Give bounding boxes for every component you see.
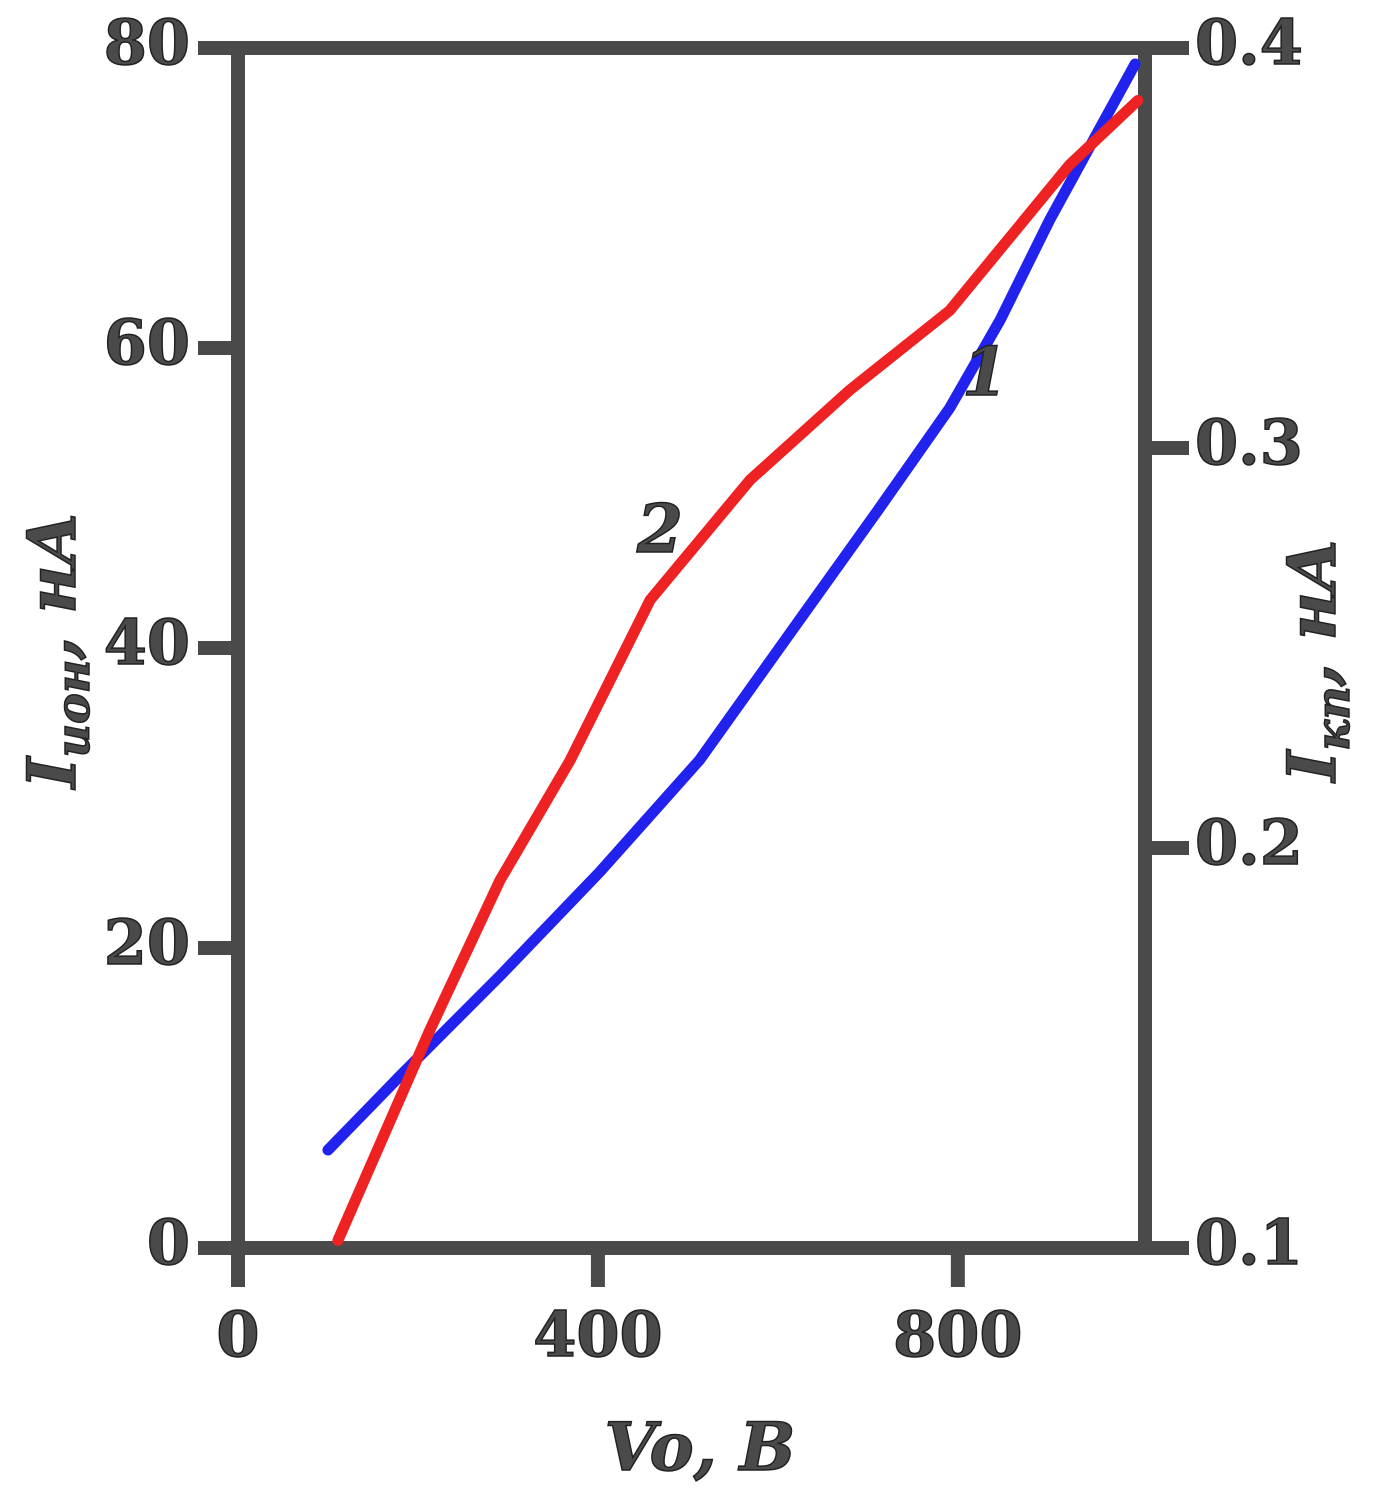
y-axis-label: Iион, нА [13, 512, 100, 790]
y2-unit: , нА [1273, 538, 1351, 687]
y-unit: , нА [13, 512, 91, 661]
y-tick-label: 40 [104, 606, 190, 679]
y-tick-label: 60 [104, 306, 190, 379]
y2-tick-label: 0.2 [1195, 806, 1303, 879]
y-tick-label: 80 [104, 6, 190, 79]
data-line [322, 58, 1141, 1156]
y2-subscript: кп [1306, 686, 1360, 751]
series-label: 2 [636, 490, 683, 568]
y2-tick-label: 0.1 [1195, 1206, 1303, 1279]
y-tick-label: 0 [147, 1206, 190, 1279]
plot-frame [231, 41, 1152, 1255]
y2-axis-label: Iкп, нА [1273, 538, 1360, 783]
x-tick-label: 800 [893, 1298, 1022, 1371]
x-tick-label: 0 [216, 1298, 259, 1371]
y2-tick-label: 0.4 [1195, 6, 1303, 79]
y2-tick-label: 0.3 [1195, 406, 1303, 479]
y-subscript: ион [46, 660, 100, 758]
y2-symbol: I [1273, 749, 1351, 784]
x-tick-label: 400 [533, 1298, 662, 1371]
x-axis-label: Vo, B [605, 1408, 796, 1486]
series-label: 1 [962, 333, 1008, 411]
data-line [332, 95, 1144, 1246]
y-symbol: I [13, 755, 91, 790]
y-tick-label: 20 [104, 906, 190, 979]
